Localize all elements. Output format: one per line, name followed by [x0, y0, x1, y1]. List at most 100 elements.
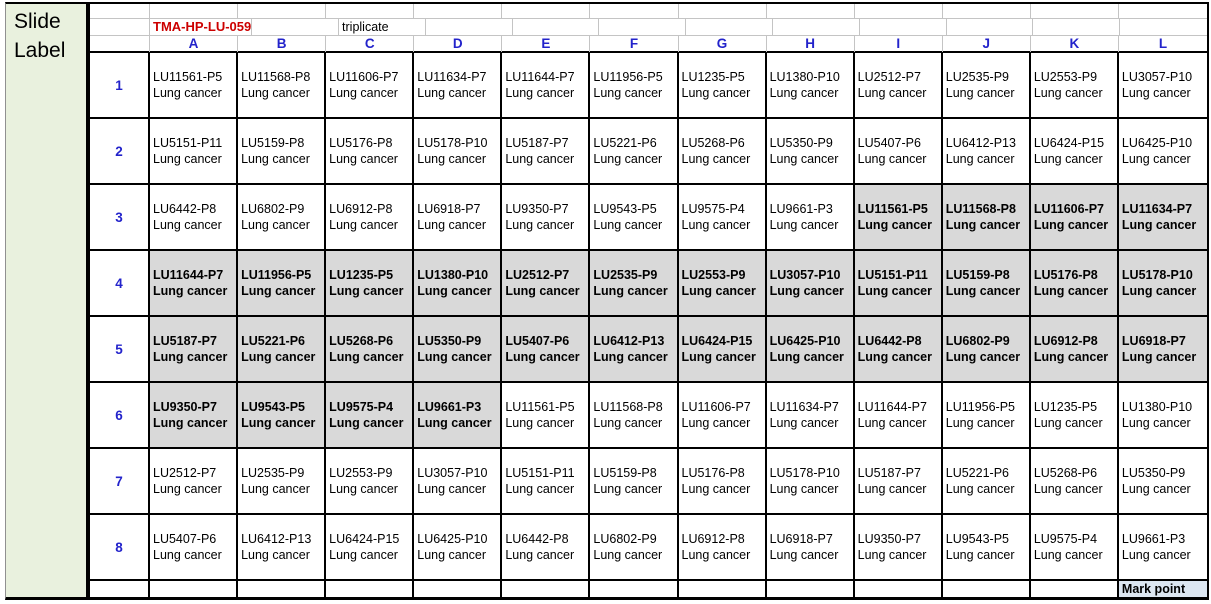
- sample-cell[interactable]: LU11606-P7 Lung cancer: [1030, 185, 1119, 251]
- sample-cell[interactable]: LU9543-P5 Lung cancer: [942, 515, 1031, 581]
- sample-cell[interactable]: LU6918-P7 Lung cancer: [766, 515, 855, 581]
- sample-cell[interactable]: LU5407-P6 Lung cancer: [854, 119, 943, 185]
- sample-cell[interactable]: LU11568-P8 Lung cancer: [238, 53, 327, 119]
- column-header-b[interactable]: B: [238, 36, 327, 52]
- sample-cell[interactable]: LU2512-P7 Lung cancer: [854, 53, 943, 119]
- sample-cell[interactable]: LU6442-P8 Lung cancer: [150, 185, 239, 251]
- column-header-a[interactable]: A: [150, 36, 239, 52]
- sample-cell[interactable]: LU5187-P7 Lung cancer: [854, 449, 943, 515]
- sample-cell[interactable]: LU9575-P4 Lung cancer: [1030, 515, 1119, 581]
- sample-cell[interactable]: LU11956-P5 Lung cancer: [238, 251, 327, 317]
- sample-cell[interactable]: LU11561-P5 Lung cancer: [854, 185, 943, 251]
- sample-cell[interactable]: LU2553-P9 Lung cancer: [1030, 53, 1119, 119]
- sample-cell[interactable]: LU5151-P11 Lung cancer: [502, 449, 591, 515]
- column-header-j[interactable]: J: [943, 36, 1031, 52]
- sample-cell[interactable]: LU2553-P9 Lung cancer: [678, 251, 767, 317]
- sample-cell[interactable]: LU11606-P7 Lung cancer: [678, 383, 767, 449]
- row-header-6[interactable]: 6: [90, 383, 150, 449]
- sample-cell[interactable]: LU6425-P10 Lung cancer: [1118, 119, 1207, 185]
- sample-cell[interactable]: LU9543-P5 Lung cancer: [590, 185, 679, 251]
- sample-cell[interactable]: LU9350-P7 Lung cancer: [150, 383, 239, 449]
- sample-cell[interactable]: LU5268-P6 Lung cancer: [326, 317, 415, 383]
- column-header-l[interactable]: L: [1158, 36, 1168, 51]
- sample-cell[interactable]: LU11634-P7 Lung cancer: [766, 383, 855, 449]
- sample-cell[interactable]: LU5407-P6 Lung cancer: [150, 515, 239, 581]
- sample-cell[interactable]: LU11644-P7 Lung cancer: [502, 53, 591, 119]
- sample-cell[interactable]: LU1235-P5 Lung cancer: [1030, 383, 1119, 449]
- column-header-f[interactable]: F: [590, 36, 679, 52]
- row-header-1[interactable]: 1: [90, 53, 150, 119]
- sample-cell[interactable]: LU11634-P7 Lung cancer: [414, 53, 503, 119]
- sample-cell[interactable]: LU2553-P9 Lung cancer: [326, 449, 415, 515]
- sample-cell[interactable]: LU2512-P7 Lung cancer: [150, 449, 239, 515]
- sample-cell[interactable]: LU6424-P15 Lung cancer: [1030, 119, 1119, 185]
- sample-cell[interactable]: LU11561-P5 Lung cancer: [150, 53, 239, 119]
- sample-cell[interactable]: LU9350-P7 Lung cancer: [854, 515, 943, 581]
- triplicate-label[interactable]: triplicate: [339, 19, 426, 35]
- sample-cell[interactable]: LU11634-P7 Lung cancer: [1118, 185, 1207, 251]
- sample-cell[interactable]: LU6802-P9 Lung cancer: [238, 185, 327, 251]
- sample-cell[interactable]: LU1380-P10 Lung cancer: [414, 251, 503, 317]
- column-header-e[interactable]: E: [502, 36, 591, 52]
- row-header-7[interactable]: 7: [90, 449, 150, 515]
- sample-cell[interactable]: LU11956-P5 Lung cancer: [590, 53, 679, 119]
- sample-cell[interactable]: LU6412-P13 Lung cancer: [942, 119, 1031, 185]
- sample-cell[interactable]: LU9543-P5 Lung cancer: [238, 383, 327, 449]
- sample-cell[interactable]: LU11644-P7 Lung cancer: [854, 383, 943, 449]
- sample-cell[interactable]: LU9661-P3 Lung cancer: [414, 383, 503, 449]
- sample-cell[interactable]: LU11606-P7 Lung cancer: [326, 53, 415, 119]
- mark-point-cell[interactable]: Mark point: [1118, 581, 1207, 597]
- sample-cell[interactable]: LU5187-P7 Lung cancer: [150, 317, 239, 383]
- column-header-c[interactable]: C: [326, 36, 415, 52]
- sample-cell[interactable]: LU6918-P7 Lung cancer: [414, 185, 503, 251]
- sample-cell[interactable]: LU1380-P10 Lung cancer: [1118, 383, 1207, 449]
- sample-cell[interactable]: LU5350-P9 Lung cancer: [414, 317, 503, 383]
- sample-cell[interactable]: LU5221-P6 Lung cancer: [238, 317, 327, 383]
- row-header-4[interactable]: 4: [90, 251, 150, 317]
- sample-cell[interactable]: LU5268-P6 Lung cancer: [678, 119, 767, 185]
- sample-cell[interactable]: LU5159-P8 Lung cancer: [942, 251, 1031, 317]
- sample-cell[interactable]: LU6442-P8 Lung cancer: [854, 317, 943, 383]
- sample-cell[interactable]: LU3057-P10 Lung cancer: [766, 251, 855, 317]
- sample-cell[interactable]: LU5407-P6 Lung cancer: [502, 317, 591, 383]
- sample-cell[interactable]: LU11956-P5 Lung cancer: [942, 383, 1031, 449]
- sample-cell[interactable]: LU6424-P15 Lung cancer: [678, 317, 767, 383]
- sample-cell[interactable]: LU5178-P10 Lung cancer: [414, 119, 503, 185]
- sample-cell[interactable]: LU2535-P9 Lung cancer: [942, 53, 1031, 119]
- column-header-g[interactable]: G: [679, 36, 767, 52]
- sample-cell[interactable]: LU5178-P10 Lung cancer: [766, 449, 855, 515]
- sample-cell[interactable]: LU9661-P3 Lung cancer: [766, 185, 855, 251]
- sample-cell[interactable]: LU11561-P5 Lung cancer: [502, 383, 591, 449]
- sample-cell[interactable]: LU9350-P7 Lung cancer: [502, 185, 591, 251]
- row-header-2[interactable]: 2: [90, 119, 150, 185]
- sample-cell[interactable]: LU6424-P15 Lung cancer: [326, 515, 415, 581]
- sample-cell[interactable]: LU11568-P8 Lung cancer: [590, 383, 679, 449]
- sample-cell[interactable]: LU1380-P10 Lung cancer: [766, 53, 855, 119]
- column-header-k[interactable]: K: [1031, 36, 1119, 52]
- sample-cell[interactable]: LU5221-P6 Lung cancer: [590, 119, 679, 185]
- sample-cell[interactable]: LU5176-P8 Lung cancer: [1030, 251, 1119, 317]
- sample-cell[interactable]: LU5350-P9 Lung cancer: [1118, 449, 1207, 515]
- row-header-8[interactable]: 8: [90, 515, 150, 581]
- sample-cell[interactable]: LU5268-P6 Lung cancer: [1030, 449, 1119, 515]
- sample-cell[interactable]: LU5350-P9 Lung cancer: [766, 119, 855, 185]
- sample-cell[interactable]: LU6412-P13 Lung cancer: [238, 515, 327, 581]
- sample-cell[interactable]: LU6912-P8 Lung cancer: [326, 185, 415, 251]
- sample-cell[interactable]: LU6412-P13 Lung cancer: [590, 317, 679, 383]
- sample-cell[interactable]: LU5221-P6 Lung cancer: [942, 449, 1031, 515]
- sample-cell[interactable]: LU2535-P9 Lung cancer: [238, 449, 327, 515]
- row-header-5[interactable]: 5: [90, 317, 150, 383]
- sample-cell[interactable]: LU5187-P7 Lung cancer: [502, 119, 591, 185]
- sample-cell[interactable]: LU6425-P10 Lung cancer: [766, 317, 855, 383]
- sample-cell[interactable]: LU3057-P10 Lung cancer: [414, 449, 503, 515]
- sample-cell[interactable]: LU9575-P4 Lung cancer: [678, 185, 767, 251]
- column-header-h[interactable]: H: [767, 36, 855, 52]
- sample-cell[interactable]: LU6912-P8 Lung cancer: [678, 515, 767, 581]
- sample-cell[interactable]: LU6425-P10 Lung cancer: [414, 515, 503, 581]
- sample-cell[interactable]: LU5176-P8 Lung cancer: [678, 449, 767, 515]
- sample-cell[interactable]: LU3057-P10 Lung cancer: [1118, 53, 1207, 119]
- sample-cell[interactable]: LU6912-P8 Lung cancer: [1030, 317, 1119, 383]
- row-header-3[interactable]: 3: [90, 185, 150, 251]
- slide-label-cell[interactable]: Slide Label: [5, 2, 88, 600]
- sample-cell[interactable]: LU5159-P8 Lung cancer: [238, 119, 327, 185]
